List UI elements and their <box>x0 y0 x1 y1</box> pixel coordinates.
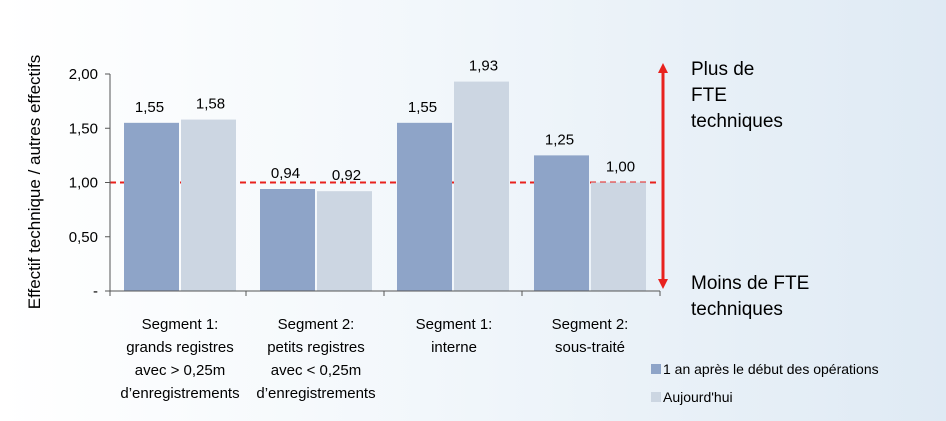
bar <box>454 81 509 291</box>
data-label: 1,00 <box>606 159 635 176</box>
x-tick-label: Segment 2: <box>278 316 355 333</box>
bar <box>181 119 236 291</box>
data-label: 1,55 <box>135 99 164 116</box>
x-tick-label: d’enregistrements <box>120 385 239 402</box>
annotation-down-text: Moins de FTE <box>691 273 809 294</box>
bar <box>317 191 372 291</box>
annotation-down-text: techniques <box>691 299 783 320</box>
y-tick-label: 1,50 <box>69 120 98 137</box>
x-tick-label: Segment 1: <box>142 316 219 333</box>
y-axis-label: Effectif technique / autres effectifs <box>25 55 44 310</box>
y-tick-label: - <box>93 283 98 300</box>
annotation-group: Plus de FTE techniques Moins de FTE techniqu… <box>658 59 809 320</box>
data-label: 0,94 <box>271 165 300 182</box>
annotation-up-text: FTE <box>691 85 727 106</box>
bar <box>397 122 452 291</box>
data-label: 1,25 <box>545 131 574 148</box>
x-tick-label: avec > 0,25m <box>135 362 225 379</box>
bar <box>260 189 315 291</box>
y-tick-label: 1,00 <box>69 175 98 192</box>
annotation-up-text: techniques <box>691 111 783 132</box>
y-tick-label: 0,50 <box>69 229 98 246</box>
x-tick-label: petits registres <box>267 339 365 356</box>
annotation-up-text: Plus de <box>691 59 754 80</box>
x-tick-label: interne <box>431 339 477 356</box>
bar <box>534 155 589 291</box>
x-tick-label: d’enregistrements <box>256 385 375 402</box>
data-label: 0,92 <box>332 167 361 184</box>
data-label: 1,55 <box>408 99 437 116</box>
data-label: 1,58 <box>196 96 225 113</box>
x-tick-label: sous-traité <box>555 339 625 356</box>
bar <box>124 122 179 291</box>
x-tick-label: avec < 0,25m <box>271 362 361 379</box>
x-tick-label: Segment 2: <box>552 316 629 333</box>
x-tick-label: grands registres <box>126 339 234 356</box>
legend-swatch <box>651 392 661 402</box>
data-label: 1,93 <box>469 58 498 75</box>
legend-label: Aujourd'hui <box>663 389 733 405</box>
legend: 1 an après le début des opérations Aujour… <box>651 361 879 405</box>
labels-group: 1,55 0,94 1,55 1,25 1,58 0,92 1,93 1,00 <box>135 58 635 185</box>
legend-swatch <box>651 364 661 374</box>
x-tick-label: Segment 1: <box>416 316 493 333</box>
axes-group: - 0,50 1,00 1,50 2,00 Segment 1: grands regist… <box>69 66 661 402</box>
legend-label: 1 an après le début des opérations <box>663 361 879 377</box>
bars-group <box>124 81 646 291</box>
bar <box>591 182 646 291</box>
y-tick-label: 2,00 <box>69 66 98 83</box>
